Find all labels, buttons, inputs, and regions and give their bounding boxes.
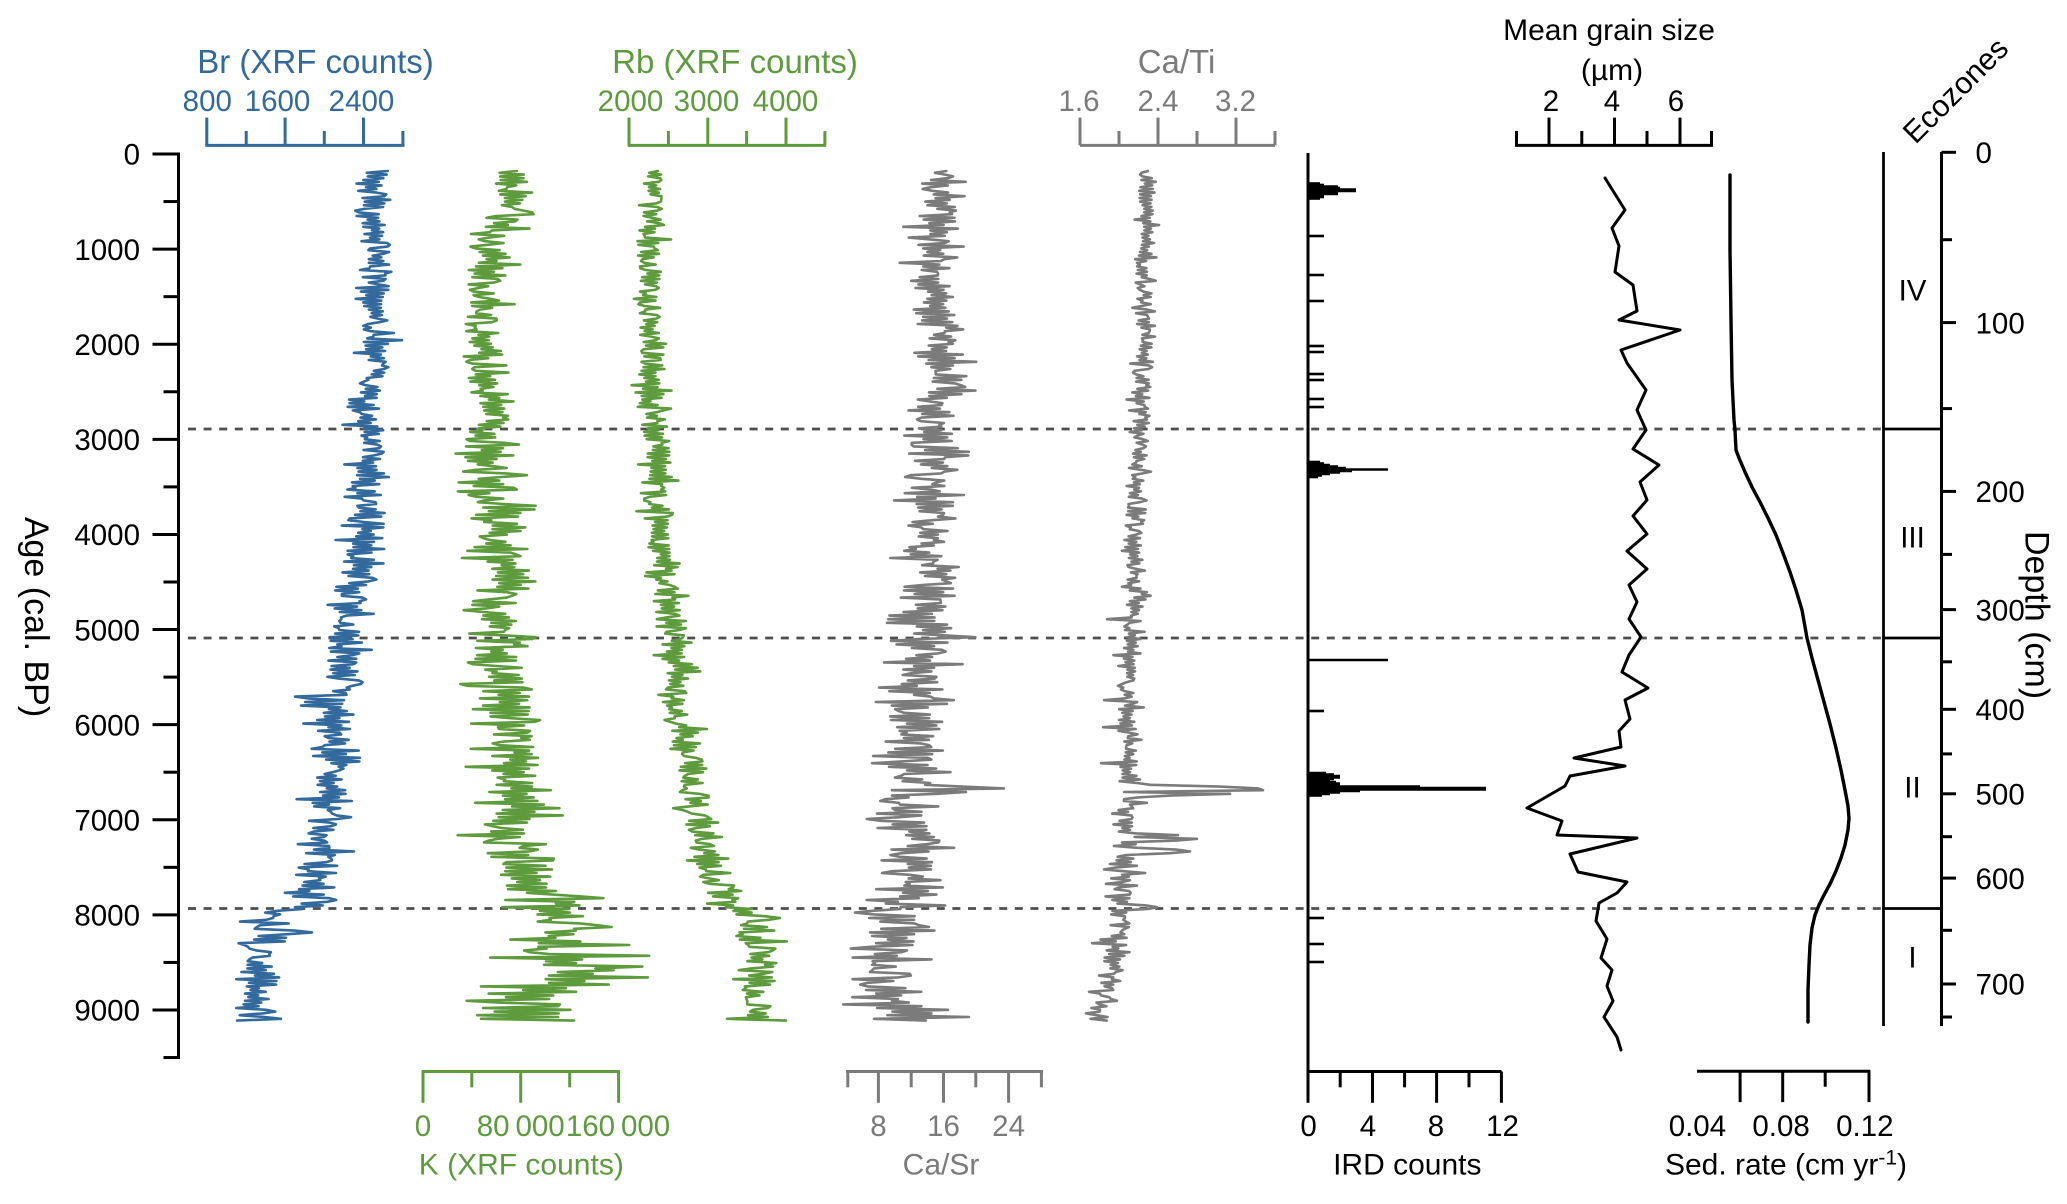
svg-text:24: 24 [992,1110,1025,1143]
svg-text:700: 700 [1976,969,2025,1002]
svg-text:0: 0 [124,139,140,172]
svg-text:5000: 5000 [74,614,140,647]
svg-text:3000: 3000 [674,85,740,118]
svg-text:3000: 3000 [74,424,140,457]
svg-text:Ca/Ti: Ca/Ti [1138,43,1216,80]
svg-text:7000: 7000 [74,804,140,837]
svg-text:Rb (XRF counts): Rb (XRF counts) [612,43,858,80]
svg-text:0: 0 [1976,137,1992,170]
svg-text:2400: 2400 [329,85,395,118]
svg-text:0: 0 [415,1110,431,1143]
svg-text:IV: IV [1899,275,1927,308]
svg-text:1000: 1000 [74,234,140,267]
svg-text:160 000: 160 000 [566,1110,670,1143]
svg-text:400: 400 [1976,694,2025,727]
svg-text:200: 200 [1976,476,2025,509]
svg-text:12: 12 [1486,1110,1519,1143]
svg-text:1600: 1600 [245,85,311,118]
svg-text:K (XRF counts): K (XRF counts) [419,1149,624,1182]
svg-text:4000: 4000 [74,519,140,552]
svg-text:9000: 9000 [74,995,140,1028]
svg-text:4: 4 [1604,85,1620,118]
svg-text:2.4: 2.4 [1137,85,1178,118]
svg-text:500: 500 [1976,779,2025,812]
svg-text:(µm): (µm) [1581,54,1643,87]
svg-text:2: 2 [1543,85,1559,118]
svg-text:1.6: 1.6 [1058,85,1099,118]
svg-text:300: 300 [1976,594,2025,627]
svg-text:100: 100 [1976,307,2025,340]
svg-text:6000: 6000 [74,709,140,742]
svg-text:Sed. rate (cm yr-1): Sed. rate (cm yr-1) [1665,1147,1907,1182]
svg-text:II: II [1904,772,1920,805]
svg-text:IRD counts: IRD counts [1333,1149,1481,1182]
svg-text:4000: 4000 [753,85,819,118]
svg-text:Ca/Sr: Ca/Sr [903,1149,980,1182]
svg-text:800: 800 [183,85,232,118]
svg-text:8: 8 [870,1110,886,1143]
svg-text:Depth (cm): Depth (cm) [2018,531,2056,699]
svg-text:III: III [1900,522,1925,555]
svg-text:600: 600 [1976,863,2025,896]
svg-text:6: 6 [1668,85,1684,118]
svg-text:Br (XRF counts): Br (XRF counts) [197,43,434,80]
svg-text:0.08: 0.08 [1752,1110,1809,1143]
svg-text:2000: 2000 [74,329,140,362]
svg-text:2000: 2000 [598,85,664,118]
svg-text:I: I [1908,942,1916,975]
svg-text:80 000: 80 000 [477,1110,565,1143]
svg-text:0.04: 0.04 [1669,1110,1726,1143]
svg-text:Age (cal. BP): Age (cal. BP) [17,517,55,717]
svg-text:8000: 8000 [74,900,140,933]
svg-text:8: 8 [1428,1110,1444,1143]
svg-text:4: 4 [1360,1110,1376,1143]
svg-text:3.2: 3.2 [1215,85,1256,118]
svg-text:0: 0 [1300,1110,1316,1143]
svg-text:0.12: 0.12 [1836,1110,1893,1143]
svg-text:Mean grain size: Mean grain size [1503,14,1715,47]
svg-text:16: 16 [927,1110,960,1143]
